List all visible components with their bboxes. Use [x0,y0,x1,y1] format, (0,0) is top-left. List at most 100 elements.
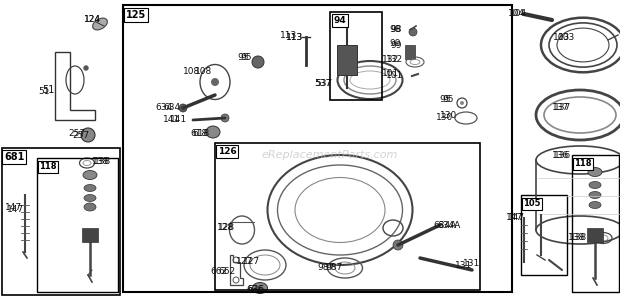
Text: 662: 662 [218,268,235,277]
Text: 124: 124 [84,15,101,24]
Circle shape [252,56,264,68]
Text: 141: 141 [163,116,180,125]
Text: 137: 137 [552,103,569,111]
Text: 105: 105 [523,199,541,208]
Text: 113: 113 [286,32,303,41]
Text: 136: 136 [552,150,569,159]
Text: 147: 147 [508,213,525,223]
Text: 537: 537 [314,80,331,89]
Text: 147: 147 [5,204,22,212]
Circle shape [221,114,229,122]
Ellipse shape [589,192,601,198]
Text: 98: 98 [389,26,401,35]
Text: 132: 132 [382,55,399,63]
Text: 95: 95 [237,54,249,63]
Text: 138: 138 [568,232,585,241]
Text: 634: 634 [155,103,172,111]
Circle shape [211,78,219,86]
Ellipse shape [84,203,96,211]
Bar [2,148,120,295]
Text: 131: 131 [463,258,480,268]
Text: 113: 113 [280,32,297,41]
Text: 101: 101 [382,69,399,77]
Circle shape [393,240,403,250]
Ellipse shape [588,167,602,176]
Text: 95: 95 [240,52,252,61]
Ellipse shape [252,283,267,294]
Ellipse shape [206,126,220,138]
Text: 636: 636 [247,285,264,294]
Text: 103: 103 [553,33,570,43]
Text: 131: 131 [455,260,472,269]
Text: 98: 98 [390,26,402,35]
Text: 634A: 634A [437,221,460,229]
Text: 125: 125 [126,10,146,20]
Text: 138: 138 [92,156,109,165]
Text: 257: 257 [68,128,85,137]
Text: 138: 138 [570,232,587,241]
Text: 103: 103 [558,33,575,43]
Text: 636: 636 [246,285,264,294]
Text: 987: 987 [325,263,342,272]
Circle shape [179,104,187,112]
Ellipse shape [84,195,96,201]
Text: 257: 257 [72,131,89,139]
Ellipse shape [589,181,601,189]
Text: 108: 108 [195,68,212,77]
Text: 94: 94 [334,16,347,25]
Bar [587,228,603,242]
Text: 136: 136 [554,150,571,159]
Ellipse shape [589,201,601,209]
Text: 132: 132 [386,55,403,64]
Text: 681: 681 [4,152,24,162]
Text: 147: 147 [506,213,523,223]
Text: 113: 113 [286,32,303,41]
Text: 95: 95 [442,95,453,105]
Text: 662: 662 [210,268,227,277]
Circle shape [409,28,417,36]
Bar [521,195,567,275]
Circle shape [460,101,464,105]
Text: 634: 634 [163,103,180,111]
Bar [215,143,480,290]
Text: 634A: 634A [433,221,456,229]
Text: 618: 618 [192,128,210,137]
Text: 51: 51 [38,88,50,97]
Text: 147: 147 [7,206,24,215]
Bar [123,5,512,292]
Text: 118: 118 [39,162,56,171]
Bar [337,45,357,75]
Text: 99: 99 [389,40,401,49]
Text: 128: 128 [217,224,234,232]
Text: 101: 101 [386,71,403,80]
Bar [37,158,118,292]
Bar [330,12,382,100]
Text: 104: 104 [508,10,525,18]
Text: 137: 137 [554,103,571,111]
Text: 126: 126 [218,147,237,156]
Bar [405,45,415,59]
Text: eReplacementParts.com: eReplacementParts.com [262,150,398,160]
Text: 138: 138 [94,158,111,167]
Text: 127: 127 [236,257,253,266]
Text: 987: 987 [317,263,334,272]
Text: 118: 118 [574,159,591,168]
Bar [572,155,619,292]
Text: 618: 618 [190,128,207,137]
Text: 128: 128 [218,223,235,232]
Bar [82,228,98,242]
Text: 124: 124 [84,15,101,24]
Text: 537: 537 [315,80,332,89]
Text: 95: 95 [439,95,451,105]
Text: 51: 51 [42,85,55,95]
Text: 130: 130 [440,111,458,120]
Ellipse shape [92,18,107,30]
Text: 108: 108 [183,68,200,77]
Circle shape [84,66,88,70]
Text: 104: 104 [510,10,527,18]
Text: 99: 99 [390,41,402,49]
Text: 127: 127 [243,257,260,266]
Text: 141: 141 [170,116,187,125]
Ellipse shape [81,128,95,142]
Ellipse shape [84,184,96,192]
